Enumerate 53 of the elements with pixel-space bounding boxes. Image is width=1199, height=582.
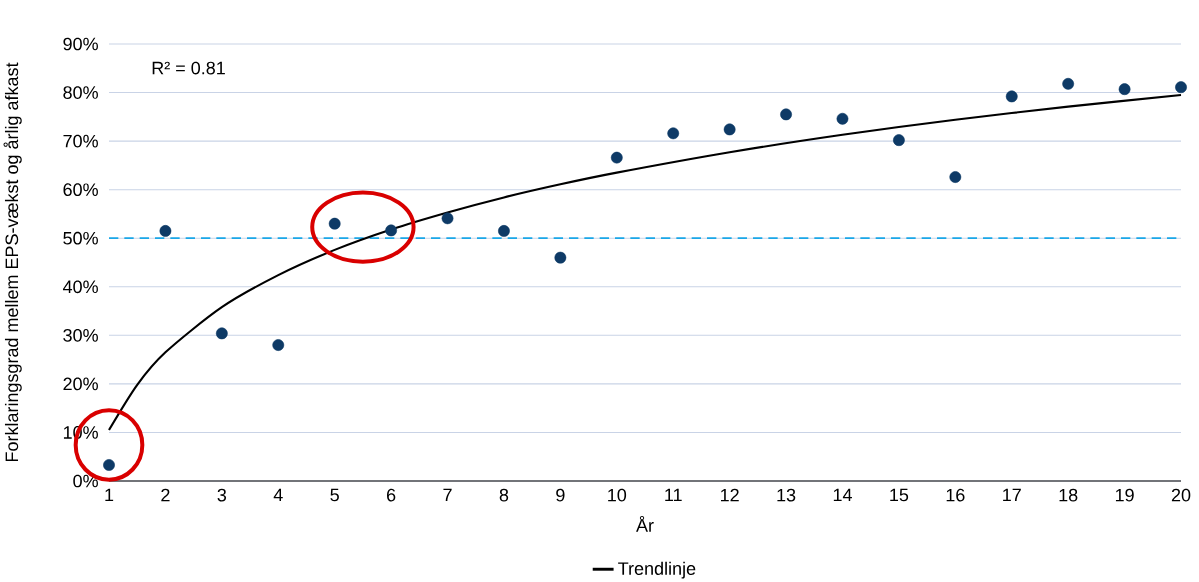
- point: [441, 212, 454, 225]
- x-tick-label: 5: [330, 488, 339, 502]
- point: [836, 112, 849, 125]
- point: [272, 339, 285, 351]
- point: [610, 151, 623, 164]
- x-tick-label: 11: [665, 488, 682, 502]
- y-tick-label: 70%: [63, 134, 98, 148]
- point: [215, 327, 228, 340]
- x-tick-label: 3: [217, 488, 227, 502]
- y-tick-label: 50%: [63, 231, 98, 245]
- x-tick-label: 2: [161, 488, 170, 502]
- y-tick-label: 0%: [73, 474, 98, 488]
- x-tick-label: 1: [105, 488, 114, 502]
- legend-label: Trendlinje: [618, 561, 696, 579]
- x-tick-label: 19: [1115, 488, 1134, 502]
- point: [1175, 81, 1187, 94]
- y-axis-title: Forklaringsgrad mellem EPS-vækst og årlig afkast: [3, 62, 22, 462]
- point: [385, 224, 397, 237]
- annotation: R² = 0.81: [152, 61, 225, 75]
- point: [328, 217, 341, 230]
- point: [723, 123, 736, 136]
- point: [159, 225, 172, 237]
- x-tick-label: 13: [777, 488, 796, 502]
- y-tick-label: 90%: [63, 37, 98, 51]
- x-tick-label: 17: [1003, 488, 1021, 502]
- x-axis-title: År: [636, 515, 654, 532]
- point: [103, 459, 115, 471]
- point: [554, 251, 567, 264]
- point: [893, 134, 905, 147]
- y-tick-label: 60%: [63, 183, 98, 197]
- point: [949, 171, 962, 183]
- y-tick-label: 20%: [63, 377, 98, 391]
- point: [667, 127, 680, 140]
- point: [1062, 77, 1075, 90]
- x-tick-label: 4: [273, 488, 283, 502]
- x-tick-label: 10: [608, 488, 627, 502]
- y-tick-label: 80%: [63, 86, 98, 99]
- x-tick-label: 18: [1059, 488, 1078, 502]
- y-tick-label: 40%: [62, 280, 98, 294]
- point: [1118, 83, 1131, 96]
- x-tick-label: 12: [721, 488, 739, 502]
- x-tick-label: 7: [443, 488, 452, 502]
- x-tick-label: 8: [499, 488, 509, 502]
- x-tick-label: 6: [387, 488, 396, 502]
- x-tick-label: 16: [946, 488, 965, 502]
- x-tick-label: 14: [833, 488, 852, 502]
- point: [780, 108, 792, 121]
- y-tick-label: 30%: [63, 328, 98, 342]
- x-tick-label: 15: [890, 488, 909, 502]
- x-tick-label: 9: [556, 488, 565, 502]
- point: [498, 225, 510, 237]
- point: [1005, 90, 1018, 103]
- x-tick-label: 20: [1171, 488, 1191, 502]
